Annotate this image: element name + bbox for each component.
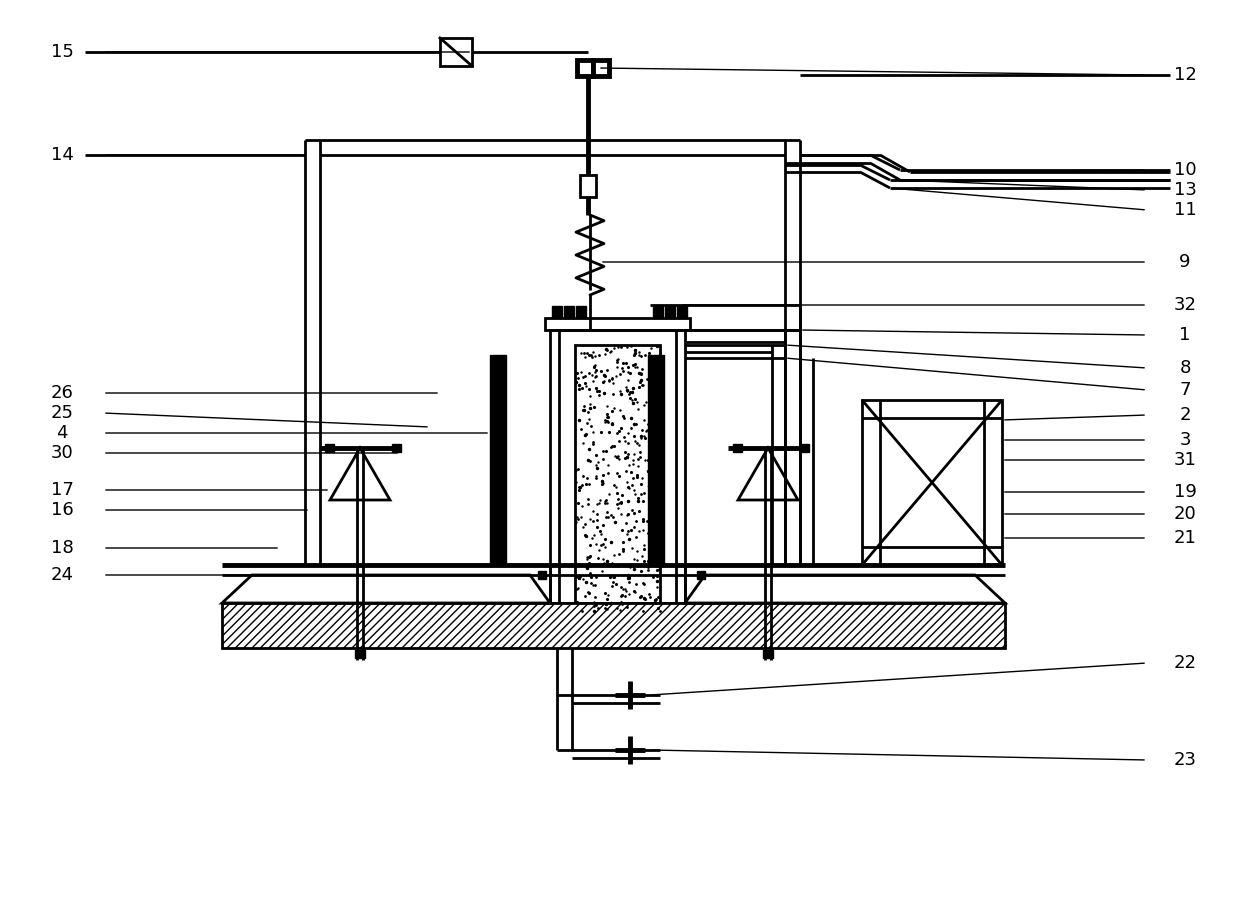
Text: 7: 7 [1179,381,1190,399]
Text: 23: 23 [1173,751,1197,769]
Bar [577,60,593,76]
Text: 30: 30 [51,444,73,462]
Bar [355,650,365,658]
Bar [546,318,689,330]
Bar [593,60,609,76]
Bar [862,400,1002,565]
Text: 32: 32 [1173,296,1197,314]
Bar [551,330,684,610]
Text: 10: 10 [1174,161,1197,179]
Bar [800,444,808,452]
Text: 3: 3 [1179,431,1190,449]
Bar [577,306,587,318]
Bar [559,330,676,610]
Text: 15: 15 [51,43,73,61]
Text: 21: 21 [1173,529,1197,547]
Bar [697,571,706,579]
Text: 17: 17 [51,481,73,499]
Bar [325,444,334,452]
Text: 20: 20 [1173,505,1197,523]
Text: 2: 2 [1179,406,1190,424]
Bar [440,38,472,66]
Bar [677,306,687,318]
Text: 31: 31 [1173,451,1197,469]
Bar [763,650,773,658]
Bar [580,175,596,197]
Text: 16: 16 [51,501,73,519]
Text: 18: 18 [51,539,73,557]
Bar [222,603,1004,648]
Bar [665,306,675,318]
Text: 22: 22 [1173,654,1197,672]
Text: 19: 19 [1173,483,1197,501]
Text: 13: 13 [1173,181,1197,199]
Bar [575,345,660,612]
Text: 26: 26 [51,384,73,402]
Text: 12: 12 [1173,66,1197,84]
Text: 8: 8 [1179,359,1190,377]
Text: 25: 25 [51,404,73,422]
Bar [649,355,663,565]
Text: 11: 11 [1173,201,1197,219]
Bar [392,444,401,452]
Text: 9: 9 [1179,253,1190,271]
Bar [552,306,562,318]
Text: 24: 24 [51,566,73,584]
Text: 4: 4 [56,424,68,442]
Text: 14: 14 [51,146,73,164]
Bar [653,306,663,318]
Bar [490,355,506,565]
Text: 1: 1 [1179,326,1190,344]
Bar [538,571,546,579]
Bar [564,306,574,318]
Bar [733,444,742,452]
